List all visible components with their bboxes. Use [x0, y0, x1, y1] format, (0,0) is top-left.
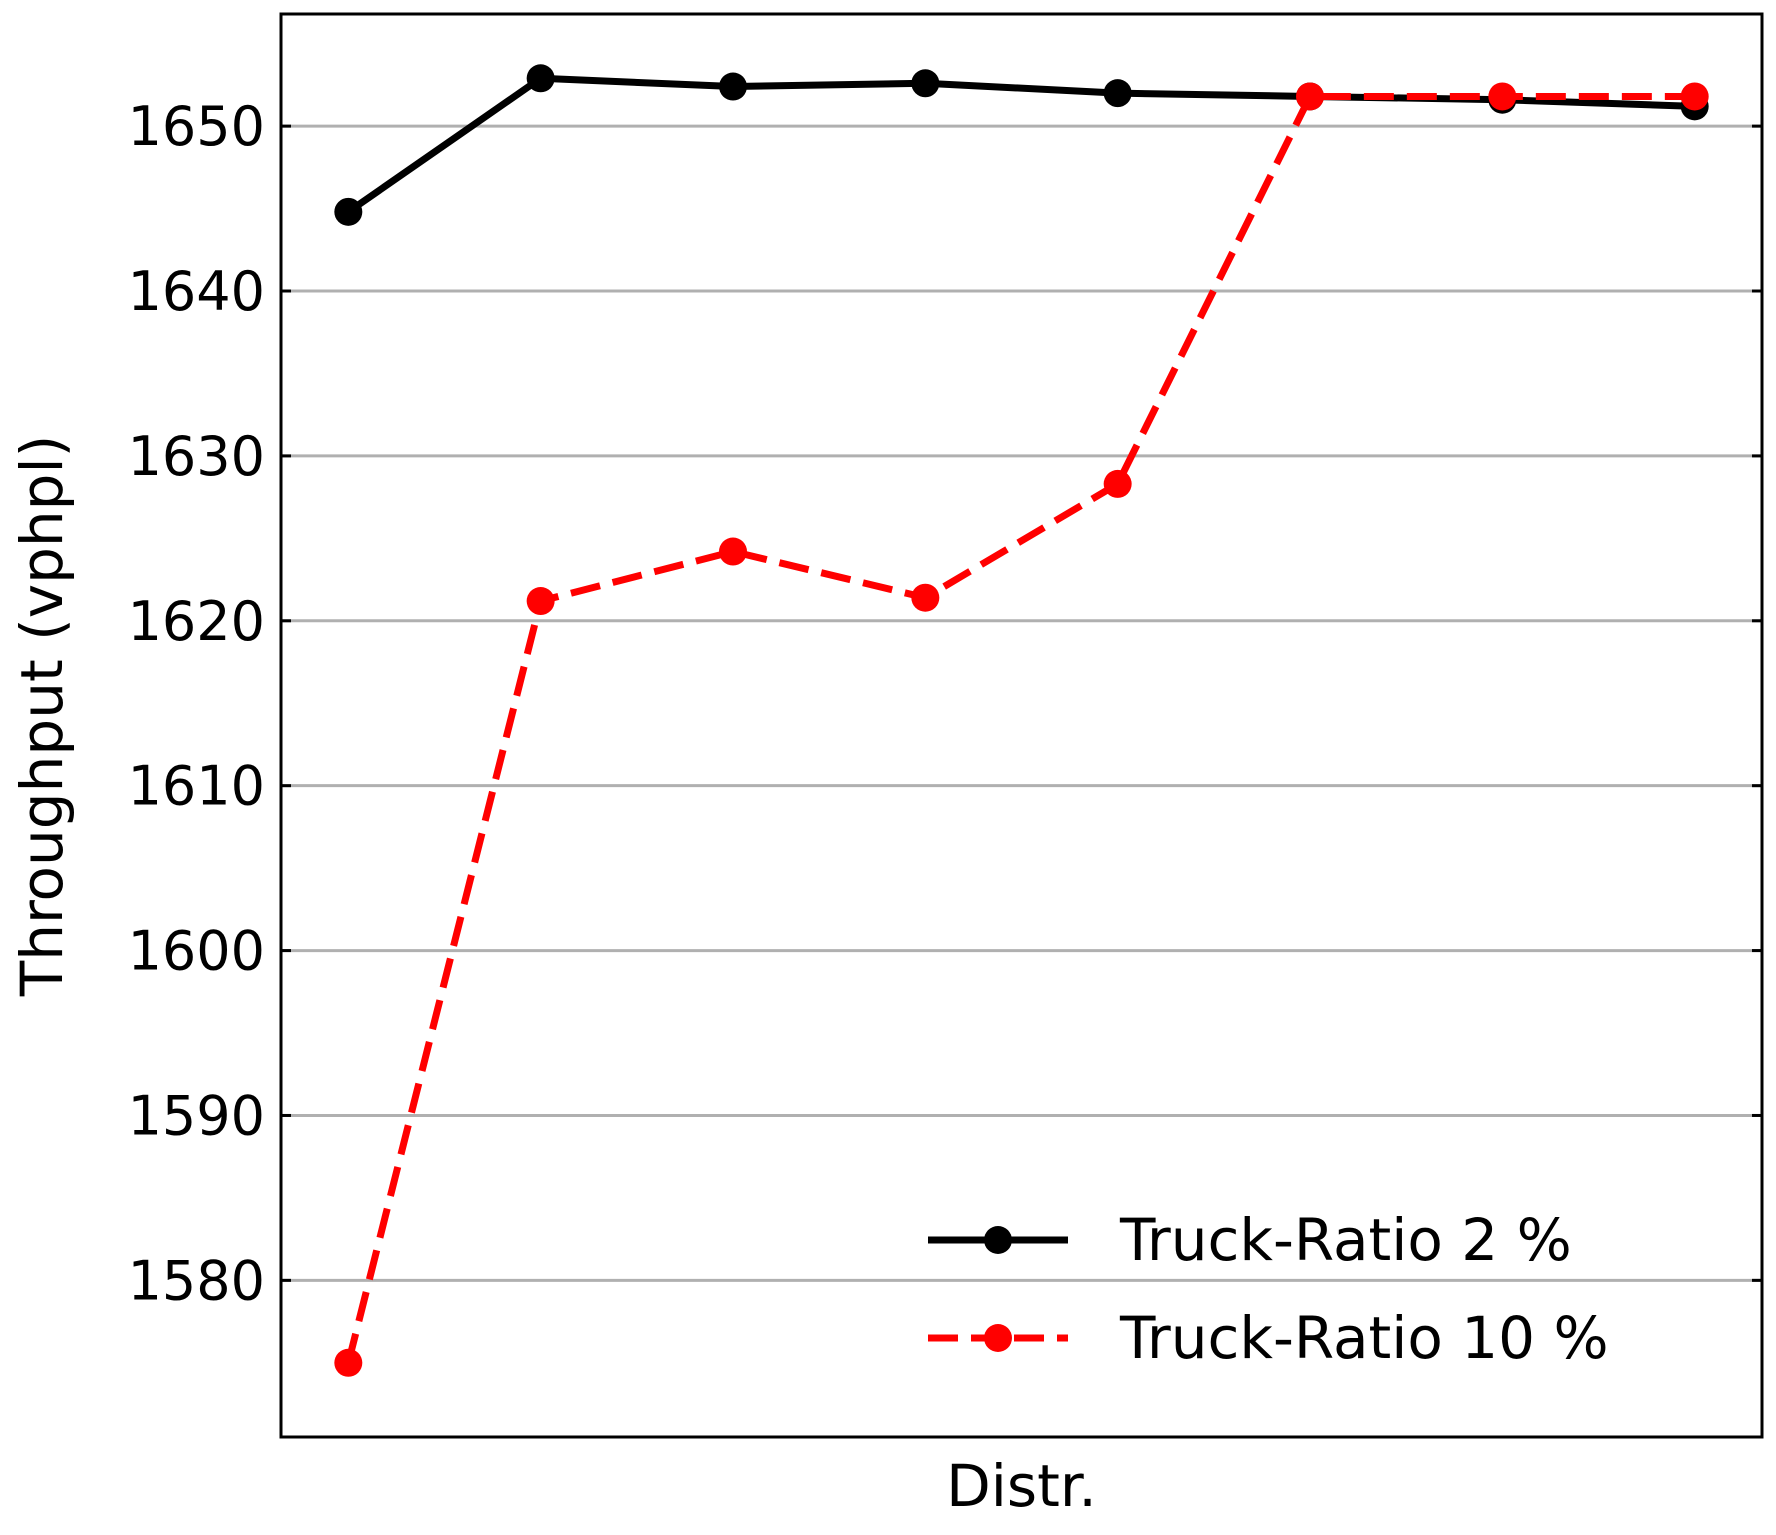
series-2-point	[1103, 469, 1132, 498]
y-tick-label: 1580	[128, 1249, 265, 1312]
gridlines	[281, 124, 1762, 1282]
legend: Truck-Ratio 2 % Truck-Ratio 10 %	[928, 1206, 1609, 1372]
y-tick-label: 1610	[128, 755, 265, 818]
series-1-point	[718, 72, 747, 101]
series-2-point	[526, 587, 555, 616]
plot-frame	[279, 12, 1764, 1439]
legend-marker-truck-ratio-2	[984, 1226, 1012, 1254]
y-tick-label: 1590	[128, 1084, 265, 1147]
series-2-point	[334, 1348, 363, 1377]
plot-series	[334, 64, 1709, 1377]
y-tick-label: 1620	[128, 590, 265, 653]
series-1-point	[526, 64, 555, 93]
series-2-point	[1296, 82, 1325, 111]
y-axis-label: Throughput (vphpl)	[8, 435, 76, 997]
legend-label-truck-ratio-2: Truck-Ratio 2 %	[1119, 1206, 1572, 1274]
legend-label-truck-ratio-10: Truck-Ratio 10 %	[1119, 1304, 1609, 1372]
series-2-point	[1680, 82, 1709, 111]
series-1-point	[334, 197, 363, 226]
y-tick-label: 1640	[128, 260, 265, 323]
y-tick-label: 1630	[128, 425, 265, 488]
series-2-point	[911, 583, 940, 612]
y-tick-label: 1600	[128, 920, 265, 983]
y-axis-ticks: 1580 1590 1600 1610 1620 1630 1640 1650	[128, 95, 1762, 1312]
series-2-point	[718, 537, 747, 566]
series-1-point	[911, 69, 940, 98]
legend-marker-truck-ratio-10	[984, 1324, 1012, 1352]
series-line-2	[344, 92, 1695, 1364]
y-tick-label: 1650	[128, 95, 265, 158]
x-axis-label: Distr.	[946, 1452, 1097, 1520]
series-2-point	[1488, 82, 1517, 111]
series-1-point	[1103, 79, 1132, 108]
